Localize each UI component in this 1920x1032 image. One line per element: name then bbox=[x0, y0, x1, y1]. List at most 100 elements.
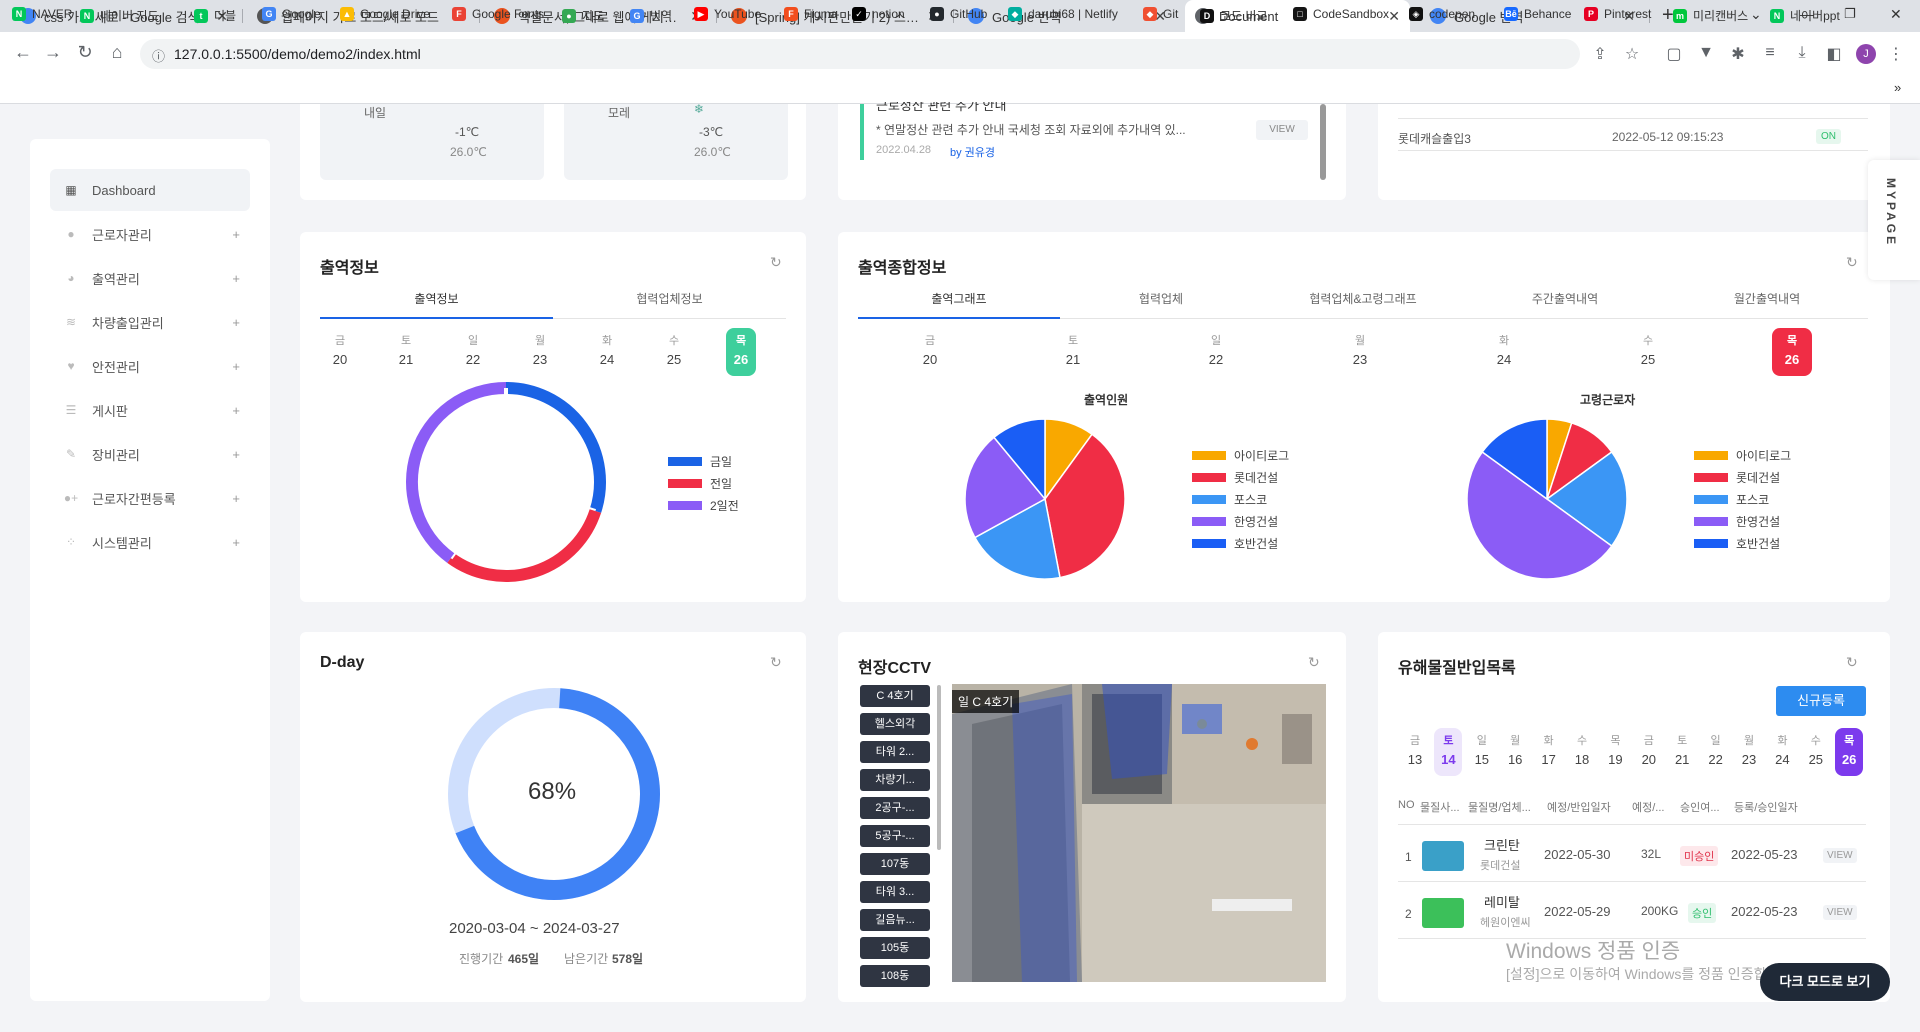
bookmark-item[interactable]: ✓ notion bbox=[852, 7, 905, 21]
plus-icon[interactable]: + bbox=[232, 358, 240, 374]
pie-slice-한영건설[interactable] bbox=[1466, 450, 1613, 580]
date-item[interactable]: 월 23 bbox=[1340, 332, 1380, 367]
pie-slice-한영건설[interactable] bbox=[964, 436, 1047, 539]
restore-icon[interactable]: ❐ bbox=[1844, 6, 1856, 21]
notice-text[interactable]: * 연말정산 관련 추가 안내 국세청 조회 자료외에 추가내역 있... bbox=[876, 123, 1186, 137]
date-item[interactable]: 금 20 bbox=[910, 332, 950, 367]
bookmark-item[interactable]: F Figma bbox=[784, 7, 837, 21]
view-button[interactable]: VIEW bbox=[1256, 120, 1308, 140]
pie-slice-포스코[interactable] bbox=[1545, 450, 1628, 548]
bookmark-item[interactable]: G Google bbox=[262, 7, 321, 21]
pie-slice-롯데건설[interactable] bbox=[1044, 433, 1126, 579]
media-icon[interactable]: ≡ bbox=[1765, 44, 1775, 61]
new-tab-button[interactable]: + bbox=[1662, 4, 1674, 26]
browser-tab[interactable]: Google 번역 ✕ bbox=[958, 0, 1176, 32]
pie-slice-포스코[interactable] bbox=[973, 497, 1061, 580]
donut-segment-금일[interactable] bbox=[505, 382, 606, 513]
plus-icon[interactable]: + bbox=[232, 270, 240, 286]
extension-icon[interactable]: ▢ bbox=[1666, 46, 1682, 63]
summary-tab[interactable]: 협력업체&고령그래프 bbox=[1262, 290, 1464, 319]
home-icon[interactable]: ⌂ bbox=[111, 42, 123, 62]
date-item[interactable]: 일 15 bbox=[1468, 732, 1496, 767]
refresh-icon[interactable]: ↻ bbox=[770, 654, 782, 670]
cctv-camera-button[interactable]: 타워 3... bbox=[860, 881, 930, 903]
summary-tab[interactable]: 월간출역내역 bbox=[1666, 290, 1868, 319]
minimize-icon[interactable]: — bbox=[1800, 6, 1814, 22]
sidebar-item[interactable]: ☰ 게시판 + bbox=[50, 389, 250, 431]
tab-attendance[interactable]: 출역정보 bbox=[320, 290, 553, 319]
date-item[interactable]: 토 21 bbox=[391, 332, 421, 367]
bookmark-item[interactable]: m 미리캔버스 bbox=[1673, 7, 1748, 24]
cctv-camera-button[interactable]: 차량기... bbox=[860, 769, 930, 791]
window-close-icon[interactable]: ✕ bbox=[1890, 6, 1902, 22]
share-icon[interactable]: ⇪ bbox=[1593, 46, 1607, 63]
pie-slice-호반건설[interactable] bbox=[1481, 418, 1548, 501]
browser-tab[interactable]: Google 번역 ✕ bbox=[1420, 0, 1645, 32]
sidebar-item[interactable]: ⁘ 시스템관리 + bbox=[50, 521, 250, 563]
cctv-camera-button[interactable]: 2공구-... bbox=[860, 797, 930, 819]
info-icon[interactable]: ⓘ bbox=[152, 49, 166, 64]
bookmark-item[interactable]: ▶ YouTube bbox=[694, 7, 761, 21]
reload-icon[interactable]: ↻ bbox=[77, 42, 93, 62]
forward-icon[interactable]: → bbox=[44, 42, 62, 62]
cctv-camera-button[interactable]: 5공구-... bbox=[860, 825, 930, 847]
bookmarks-more-icon[interactable]: » bbox=[1894, 80, 1902, 95]
date-item[interactable]: 일 22 bbox=[458, 332, 488, 367]
sidebar-item[interactable]: ●+ 근로자간편등록 + bbox=[50, 477, 250, 519]
bookmark-item[interactable]: N 네이버ppt bbox=[1770, 7, 1840, 24]
date-item[interactable]: 화 17 bbox=[1535, 732, 1563, 767]
pie-slice-호반건설[interactable] bbox=[992, 418, 1046, 502]
bookmark-item[interactable]: ▲ Google Drive bbox=[340, 7, 430, 21]
mypage-tab[interactable]: MYPAGE bbox=[1868, 160, 1920, 280]
date-item[interactable]: 월 23 bbox=[525, 332, 555, 367]
date-item[interactable]: 수 25 bbox=[1802, 732, 1830, 767]
view-button[interactable]: VIEW bbox=[1823, 848, 1857, 863]
donut-segment-전일[interactable] bbox=[447, 509, 602, 582]
refresh-icon[interactable]: ↻ bbox=[1308, 654, 1320, 670]
cctv-camera-button[interactable]: 길음뉴... bbox=[860, 909, 930, 931]
plus-icon[interactable]: + bbox=[232, 402, 240, 418]
bookmark-item[interactable]: P Pinterest bbox=[1584, 7, 1651, 21]
sidebar-item[interactable]: ≋ 차량출입관리 + bbox=[50, 301, 250, 343]
refresh-icon[interactable]: ↻ bbox=[770, 254, 782, 270]
menu-kebab-icon[interactable]: ⋮ bbox=[1888, 46, 1904, 63]
cctv-camera-button[interactable]: C 4호기 bbox=[860, 685, 930, 707]
sidebar-item[interactable]: ✎ 장비관리 + bbox=[50, 433, 250, 475]
back-icon[interactable]: ← bbox=[14, 42, 32, 62]
bookmark-item[interactable]: Bē Behance bbox=[1504, 7, 1571, 21]
sidebar-item[interactable]: ◕ 출역관리 + bbox=[50, 257, 250, 299]
date-item[interactable]: 화 24 bbox=[592, 332, 622, 367]
sidebar-item[interactable]: ▦ Dashboard bbox=[50, 169, 250, 211]
cctv-camera-button[interactable]: 108동 bbox=[860, 965, 930, 987]
bookmark-item[interactable]: N 네이버 지도 bbox=[80, 7, 159, 24]
date-item[interactable]: 목 26 bbox=[726, 328, 756, 376]
date-item[interactable]: 토 21 bbox=[1668, 732, 1696, 767]
bookmark-item[interactable]: ● GitHub bbox=[930, 7, 987, 21]
date-item[interactable]: 토 21 bbox=[1053, 332, 1093, 367]
close-icon[interactable]: ✕ bbox=[1623, 7, 1635, 24]
date-item[interactable]: 수 18 bbox=[1568, 732, 1596, 767]
summary-tab[interactable]: 협력업체 bbox=[1060, 290, 1262, 319]
url-text[interactable]: 127.0.0.1:5500/demo/demo2/index.html bbox=[174, 46, 421, 62]
date-item[interactable]: 목 26 bbox=[1835, 728, 1864, 776]
bookmark-item[interactable]: ◆ darubi68 | Netlify bbox=[1008, 7, 1118, 21]
cctv-video[interactable] bbox=[952, 684, 1326, 982]
bookmark-item[interactable]: ◈ codepen bbox=[1409, 7, 1475, 21]
bookmark-item[interactable]: t 더블 bbox=[194, 7, 236, 24]
close-icon[interactable]: ✕ bbox=[1388, 7, 1400, 24]
date-item[interactable]: 일 22 bbox=[1702, 732, 1730, 767]
tab-partner[interactable]: 협력업체정보 bbox=[553, 290, 786, 319]
puzzle-icon[interactable]: ✱ bbox=[1731, 46, 1745, 63]
bookmark-item[interactable]: N NAVER bbox=[12, 7, 72, 21]
bookmark-item[interactable]: G 번역 bbox=[630, 7, 672, 24]
date-item[interactable]: 목 19 bbox=[1601, 732, 1629, 767]
tab-search-icon[interactable]: ⌄ bbox=[1750, 6, 1762, 22]
view-button[interactable]: VIEW bbox=[1823, 905, 1857, 920]
bookmark-item[interactable]: F Google Fonts bbox=[452, 7, 544, 21]
cctv-camera-button[interactable]: 107동 bbox=[860, 853, 930, 875]
date-item[interactable]: 금 20 bbox=[1635, 732, 1663, 767]
vpn-icon[interactable]: ▼ bbox=[1698, 44, 1714, 61]
download-icon[interactable]: ⤓ bbox=[1798, 44, 1806, 61]
sidebar-item[interactable]: ♥ 안전관리 + bbox=[50, 345, 250, 387]
refresh-icon[interactable]: ↻ bbox=[1846, 254, 1858, 270]
